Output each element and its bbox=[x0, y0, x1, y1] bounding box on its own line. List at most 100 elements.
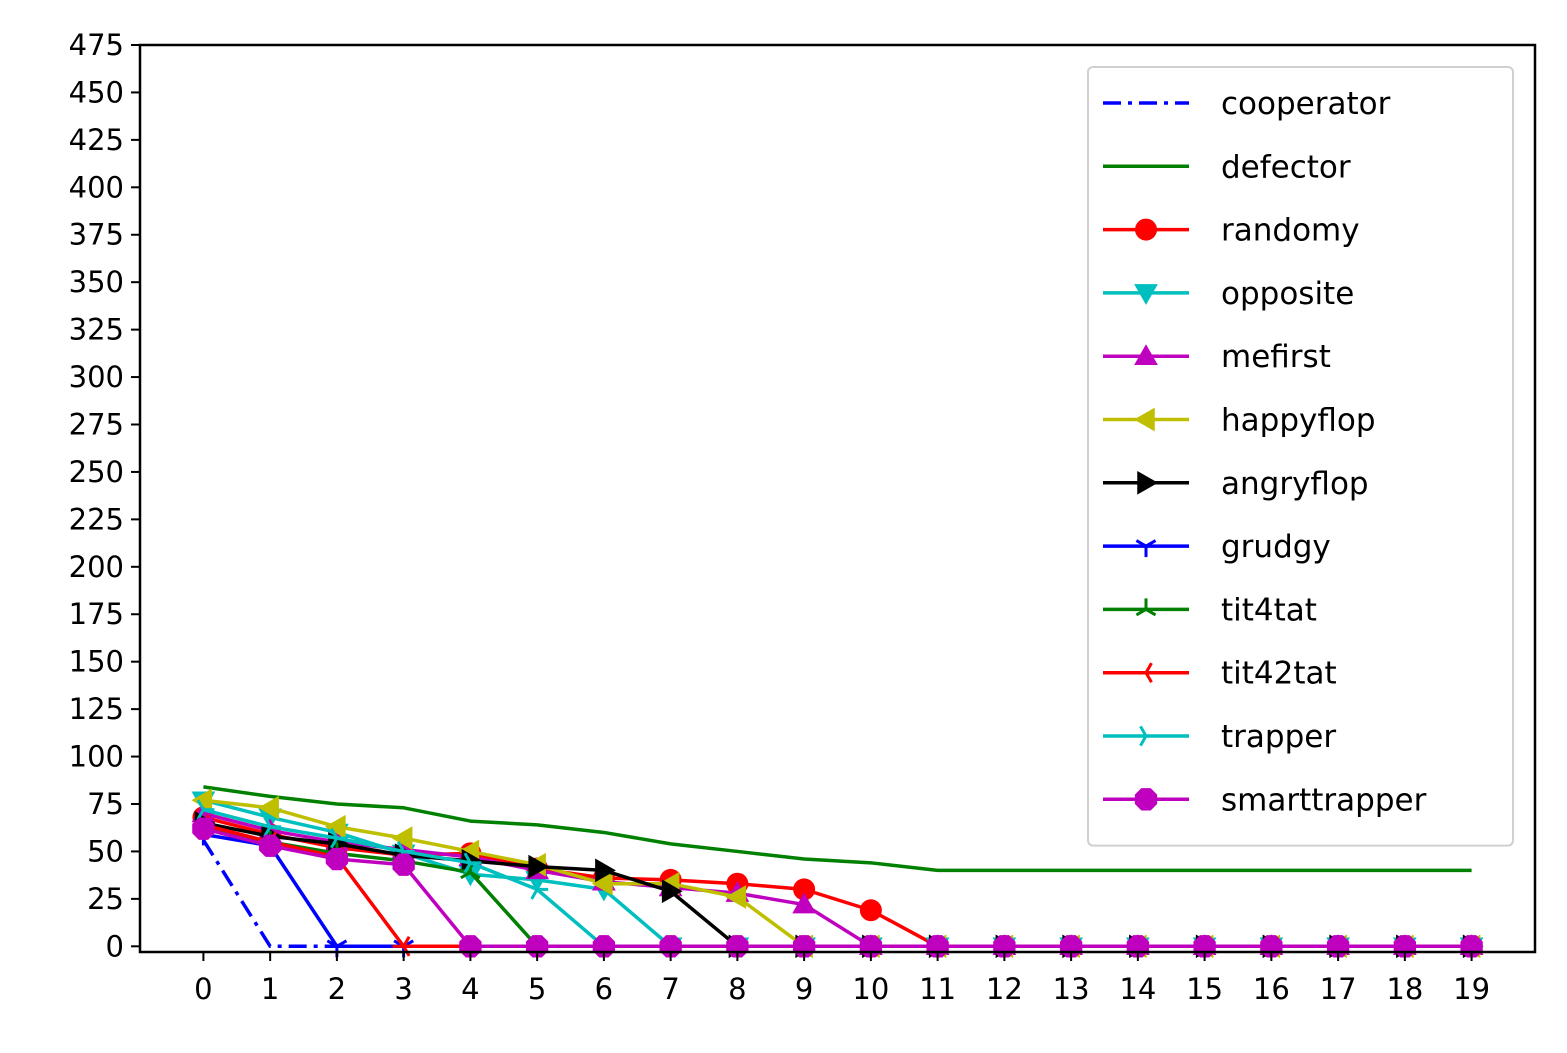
legend-label: randomy bbox=[1221, 213, 1360, 249]
x-tick-label: 3 bbox=[394, 972, 412, 1006]
x-tick-label: 11 bbox=[919, 972, 956, 1006]
x-tick-label: 15 bbox=[1186, 972, 1223, 1006]
data-point-smarttrapper bbox=[192, 817, 215, 840]
legend-label: mefirst bbox=[1221, 339, 1331, 375]
y-tick-label: 375 bbox=[69, 218, 124, 252]
data-point-tit42tat-stroke bbox=[402, 935, 411, 948]
data-point-angryflop bbox=[595, 858, 616, 883]
legend-marker-stroke bbox=[1145, 608, 1157, 617]
legend-marker bbox=[1134, 788, 1158, 811]
y-tick-label: 225 bbox=[69, 502, 124, 536]
legend-item-cooperator: cooperator bbox=[1103, 86, 1391, 122]
y-tick-label: 150 bbox=[69, 645, 124, 679]
plot-frame bbox=[138, 43, 1537, 954]
x-tick-label: 17 bbox=[1320, 972, 1357, 1006]
series-line-defector bbox=[203, 785, 1472, 873]
legend-item-opposite: opposite bbox=[1103, 276, 1354, 312]
legend-marker bbox=[1134, 344, 1158, 365]
data-point-happyflop bbox=[391, 826, 413, 851]
legend-marker bbox=[1139, 725, 1157, 747]
data-point-trapper-stroke bbox=[263, 816, 272, 828]
x-tick-label: 6 bbox=[595, 972, 613, 1006]
legend-marker-stroke bbox=[1144, 662, 1153, 674]
y-tick-label: 200 bbox=[69, 550, 124, 584]
data-point-trapper-stroke bbox=[196, 799, 205, 811]
legend-marker-stroke bbox=[1139, 725, 1148, 737]
data-point-tit4tat-stroke bbox=[460, 871, 472, 880]
data-point-tit4tat-stroke bbox=[469, 871, 481, 880]
legend-item-tit42tat: tit42tat bbox=[1103, 656, 1337, 692]
series-defector bbox=[203, 785, 1472, 873]
legend-marker-stroke bbox=[1145, 539, 1157, 548]
legend-marker-stroke bbox=[1139, 735, 1148, 747]
legend-label: defector bbox=[1221, 149, 1351, 185]
legend-item-tit4tat: tit4tat bbox=[1103, 592, 1317, 628]
data-point-smarttrapper bbox=[392, 853, 415, 876]
data-point-randomy bbox=[859, 899, 882, 922]
legend-label: happyflop bbox=[1221, 403, 1376, 439]
legend-marker bbox=[1134, 284, 1158, 305]
y-tick-label: 350 bbox=[69, 265, 124, 299]
x-tick-label: 7 bbox=[661, 972, 679, 1006]
legend-marker bbox=[1135, 539, 1157, 558]
data-point-happyflop bbox=[725, 885, 747, 909]
legend-label: angryflop bbox=[1221, 466, 1369, 502]
data-point-smarttrapper bbox=[258, 834, 282, 857]
data-point-happyflop bbox=[591, 871, 613, 896]
legend-item-smarttrapper: smarttrapper bbox=[1103, 782, 1427, 818]
data-point-trapper-stroke bbox=[530, 888, 539, 900]
y-tick-label: 475 bbox=[69, 28, 124, 62]
y-tick-label: 450 bbox=[69, 75, 124, 109]
data-point-randomy bbox=[793, 878, 816, 901]
data-point-mefirst bbox=[792, 892, 816, 914]
x-tick-label: 18 bbox=[1386, 972, 1423, 1006]
x-tick-label: 0 bbox=[194, 972, 212, 1006]
data-point-angryflop bbox=[528, 854, 550, 879]
legend-item-defector: defector bbox=[1103, 149, 1351, 185]
data-point-trapper-stroke bbox=[463, 862, 472, 874]
legend-label: cooperator bbox=[1221, 86, 1391, 122]
y-tick-label: 25 bbox=[87, 882, 124, 916]
legend-marker-stroke bbox=[1135, 539, 1147, 548]
data-point-trapper-stroke bbox=[530, 879, 539, 891]
legend-marker bbox=[1133, 407, 1155, 432]
x-tick-label: 19 bbox=[1453, 972, 1490, 1006]
legend-marker bbox=[1135, 218, 1157, 241]
x-tick-label: 13 bbox=[1053, 972, 1090, 1006]
y-tick-label: 250 bbox=[69, 455, 124, 489]
data-point-happyflop bbox=[258, 795, 279, 820]
data-point-trapper bbox=[330, 827, 348, 849]
x-axis: 0 1 2 3 4 5 6 7 8 9 10 11 12 13 14 15 16 17 18 19 bbox=[194, 952, 1490, 1006]
y-tick-label: 100 bbox=[69, 740, 124, 774]
data-point-trapper bbox=[463, 852, 482, 874]
legend-label: opposite bbox=[1221, 276, 1354, 312]
y-tick-label: 0 bbox=[106, 929, 124, 963]
y-tick-label: 300 bbox=[69, 360, 124, 394]
legend-marker bbox=[1135, 662, 1153, 684]
legend-item-mefirst: mefirst bbox=[1103, 339, 1331, 375]
x-tick-label: 8 bbox=[728, 972, 746, 1006]
data-point-trapper bbox=[530, 879, 549, 900]
data-point-happyflop bbox=[324, 814, 346, 839]
data-point-trapper-stroke bbox=[330, 837, 339, 849]
y-tick-label: 425 bbox=[69, 123, 124, 157]
y-tick-label: 125 bbox=[69, 692, 124, 726]
x-tick-label: 4 bbox=[461, 972, 479, 1006]
legend: cooperator defector randomy opposite mefirst… bbox=[1087, 66, 1514, 847]
x-tick-label: 14 bbox=[1119, 972, 1156, 1006]
y-tick-label: 275 bbox=[69, 407, 124, 441]
x-tick-label: 10 bbox=[852, 972, 889, 1006]
legend-marker-stroke bbox=[1144, 671, 1153, 684]
legend-marker-stroke bbox=[1135, 608, 1147, 617]
legend-marker bbox=[1135, 598, 1157, 617]
x-tick-label: 5 bbox=[528, 972, 546, 1006]
legend-label: tit42tat bbox=[1221, 656, 1337, 692]
legend-label: tit4tat bbox=[1221, 592, 1317, 628]
x-tick-label: 12 bbox=[986, 972, 1023, 1006]
y-tick-label: 50 bbox=[87, 834, 124, 868]
x-tick-label: 9 bbox=[795, 972, 813, 1006]
data-point-trapper-stroke bbox=[330, 827, 339, 839]
x-tick-label: 1 bbox=[261, 972, 279, 1006]
legend-label: smarttrapper bbox=[1221, 782, 1427, 818]
